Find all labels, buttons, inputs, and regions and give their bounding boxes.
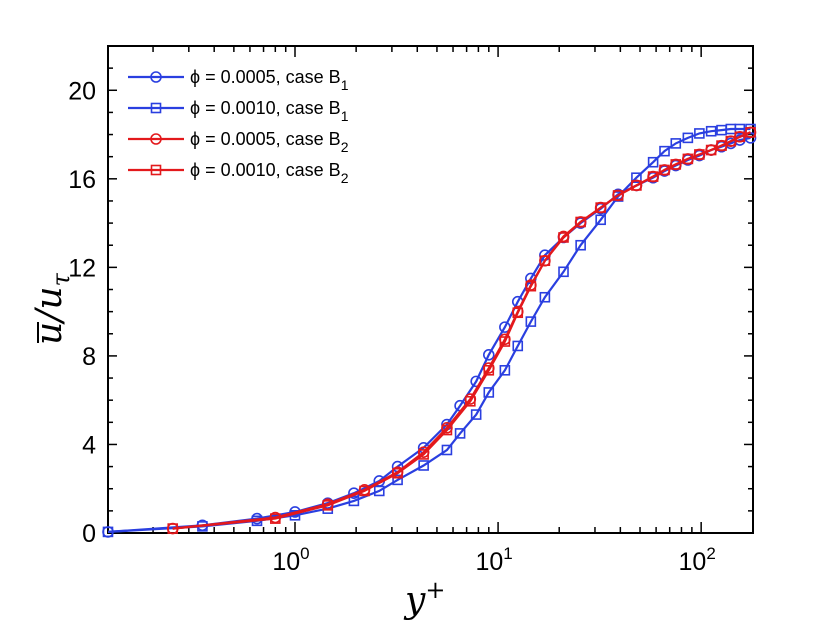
- data-point: [539, 255, 551, 267]
- y-tick-label: 20: [68, 77, 96, 105]
- legend-label: ϕ = 0.0005, case B1: [190, 67, 349, 93]
- data-point: [499, 336, 511, 347]
- data-point: [270, 513, 281, 524]
- data-point: [465, 395, 476, 407]
- data-point: [659, 145, 670, 157]
- data-point: [558, 232, 569, 243]
- data-point: [595, 214, 606, 226]
- data-point: [694, 128, 705, 139]
- series-line: [107, 127, 751, 533]
- data-point: [348, 495, 360, 507]
- data-point: [631, 172, 642, 184]
- data-point: [441, 424, 453, 436]
- data-point: [512, 340, 524, 352]
- legend-entry-2: ϕ = 0.0010, case B1: [128, 98, 349, 124]
- y-tick-label: 12: [68, 254, 96, 282]
- legend-label: ϕ = 0.0010, case B2: [190, 160, 349, 186]
- tick-labels: 0 4 8 12 16 20 100 101 102: [68, 77, 716, 576]
- data-point: [373, 485, 385, 497]
- data-point: [647, 156, 659, 168]
- axis-ticks: [108, 45, 753, 534]
- x-axis-title: y+: [403, 576, 445, 621]
- y-tick-label: 4: [82, 431, 96, 459]
- data-point: [682, 153, 694, 165]
- series-2: [102, 123, 756, 538]
- data-point: [670, 138, 682, 149]
- data-point: [454, 428, 466, 439]
- legend-marker: [150, 164, 162, 176]
- x-tick-label: 100: [272, 544, 309, 576]
- legend-entry-3: ϕ = 0.0005, case B2: [128, 129, 349, 155]
- data-point: [525, 280, 537, 292]
- data-point: [647, 171, 659, 182]
- data-point: [499, 364, 511, 376]
- data-point: [418, 449, 429, 460]
- series-layer: [102, 123, 757, 538]
- x-tick-label: 102: [679, 544, 716, 576]
- series-line: [172, 131, 751, 530]
- data-point: [682, 132, 694, 144]
- data-point: [167, 523, 179, 534]
- data-point: [734, 131, 746, 143]
- series-3: [166, 126, 757, 535]
- data-point: [392, 474, 403, 486]
- legend: ϕ = 0.0005, case B1 ϕ = 0.0010, case B1 ϕ …: [128, 67, 349, 186]
- y-tick-label: 8: [82, 343, 96, 371]
- legend-entry-1: ϕ = 0.0005, case B1: [128, 67, 349, 93]
- data-point: [734, 123, 746, 135]
- series-1: [102, 132, 757, 538]
- y-tick-label: 0: [82, 520, 96, 548]
- data-point: [631, 180, 642, 191]
- data-point: [359, 485, 370, 497]
- series-line: [172, 131, 751, 530]
- data-point: [575, 239, 586, 251]
- data-point: [102, 526, 114, 538]
- data-point: [539, 291, 551, 303]
- data-point: [705, 144, 717, 156]
- data-point: [512, 307, 524, 319]
- data-point: [705, 125, 717, 137]
- data-point: [418, 460, 429, 471]
- data-point: [745, 127, 756, 138]
- data-point: [595, 202, 606, 213]
- data-point: [612, 190, 624, 201]
- data-point: [322, 500, 334, 511]
- data-point: [483, 364, 495, 376]
- svg-text:u/uτ: u/uτ: [29, 273, 75, 346]
- x-tick-label: 101: [475, 544, 512, 576]
- data-point: [558, 266, 569, 278]
- legend-marker: [150, 102, 162, 114]
- legend-label: ϕ = 0.0010, case B1: [190, 98, 349, 124]
- data-point: [483, 387, 495, 398]
- data-point: [441, 444, 453, 456]
- series-4: [167, 127, 756, 534]
- legend-entry-4: ϕ = 0.0010, case B2: [128, 160, 349, 186]
- y-tick-label: 16: [68, 166, 96, 194]
- data-point: [392, 467, 403, 479]
- data-point: [525, 316, 537, 327]
- data-point: [470, 409, 482, 420]
- data-point: [659, 164, 670, 176]
- legend-marker: [150, 71, 162, 83]
- series-line: [107, 136, 751, 533]
- data-point: [694, 149, 705, 160]
- y-axis-title: u/uτ: [29, 273, 75, 346]
- data-point: [670, 159, 682, 170]
- data-point: [482, 349, 495, 361]
- legend-marker: [150, 133, 162, 145]
- legend-label: ϕ = 0.0005, case B2: [190, 129, 349, 155]
- data-point: [575, 216, 586, 228]
